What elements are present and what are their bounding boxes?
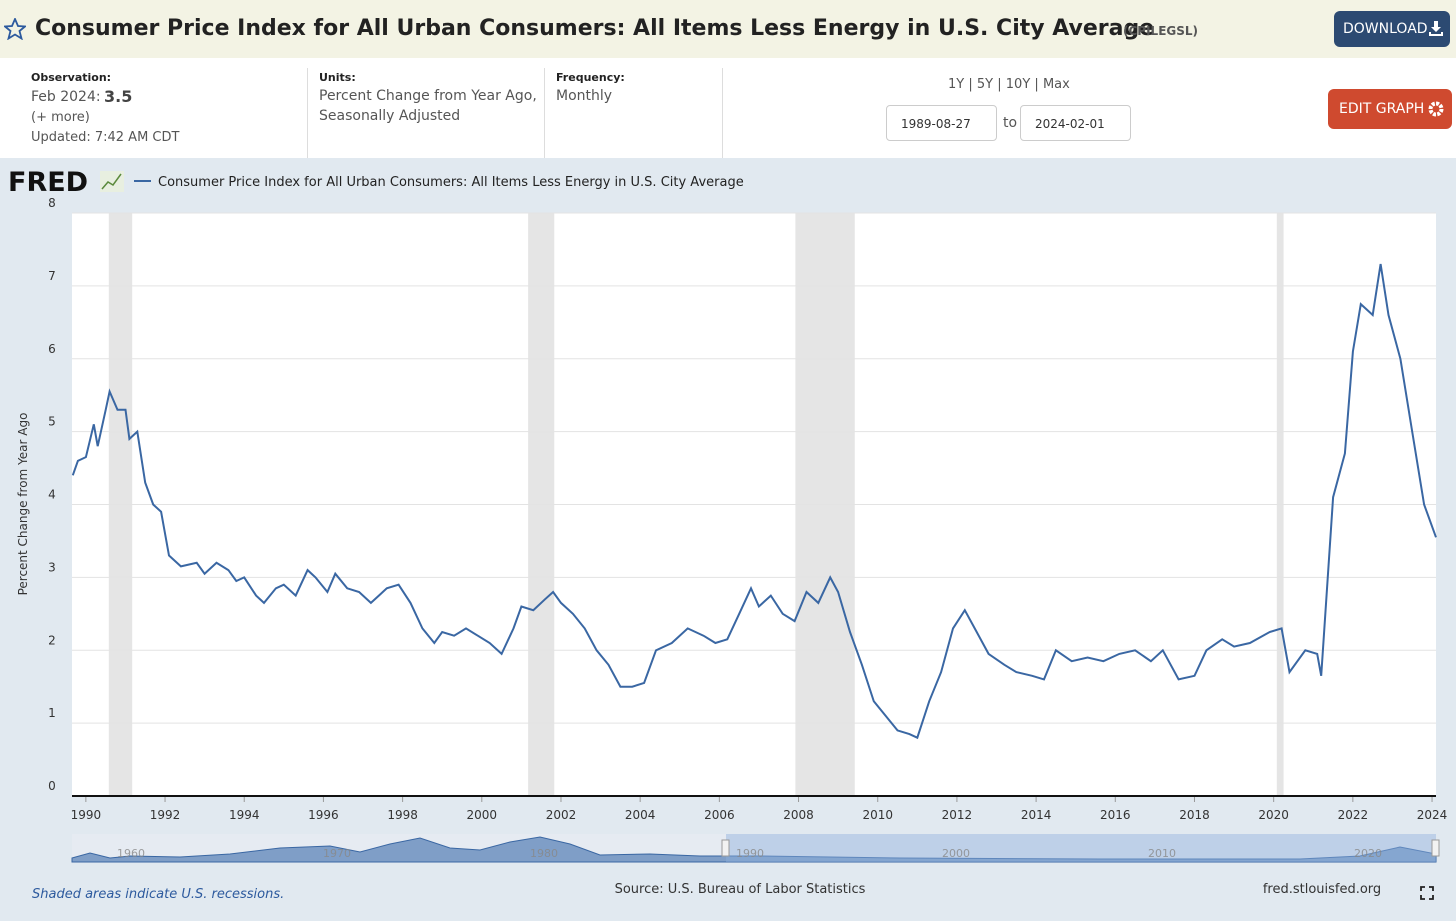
navigator <box>71 834 1440 863</box>
x-tick-label: 2008 <box>783 808 814 822</box>
legend-label: Consumer Price Index for All Urban Consu… <box>158 175 744 190</box>
chart: FRED Consumer Price Index for All Urban … <box>8 167 1447 902</box>
observation-label: Observation: <box>31 71 112 84</box>
gear-icon <box>1428 101 1444 117</box>
x-tick-label: 1994 <box>229 808 260 822</box>
source: Source: U.S. Bureau of Labor Statistics <box>615 882 866 897</box>
x-tick-label: 2010 <box>862 808 893 822</box>
navigator-label: 1970 <box>323 847 351 860</box>
fullscreen-icon[interactable] <box>1420 886 1434 900</box>
units-line: Seasonally Adjusted <box>319 108 461 124</box>
x-tick-label: 1996 <box>308 808 339 822</box>
navigator-label: 2010 <box>1148 847 1176 860</box>
units-label: Units: <box>319 71 356 84</box>
range-button[interactable]: 5Y <box>976 77 994 92</box>
x-tick-label: 1992 <box>150 808 181 822</box>
range-separator: | <box>968 77 973 92</box>
x-tick-label: 2002 <box>546 808 577 822</box>
y-axis-label: Percent Change from Year Ago <box>16 413 30 596</box>
units-line: Percent Change from Year Ago, <box>319 88 537 104</box>
y-tick-label: 7 <box>48 269 56 283</box>
navigator-series <box>71 836 1437 863</box>
edit-graph-button[interactable]: EDIT GRAPH <box>1328 89 1452 129</box>
separator <box>722 68 723 158</box>
fred-logo: FRED <box>8 167 88 198</box>
y-tick-label: 4 <box>48 488 56 502</box>
end-date-input[interactable]: 2024-02-01 <box>1020 105 1131 141</box>
y-tick-label: 6 <box>48 342 56 356</box>
y-tick-label: 0 <box>48 779 56 793</box>
navigator-handle[interactable] <box>1431 839 1440 857</box>
range-separator: | <box>997 77 1002 92</box>
updated: Updated: 7:42 AM CDT <box>31 130 180 145</box>
recession-note: Shaded areas indicate U.S. recessions. <box>32 887 284 902</box>
x-tick-label: 1990 <box>71 808 102 822</box>
navigator-label: 1980 <box>530 847 558 860</box>
frequency: Monthly <box>556 88 613 104</box>
separator <box>307 68 308 158</box>
range-button[interactable]: 1Y <box>948 77 965 92</box>
title: Consumer Price Index for All Urban Consu… <box>35 16 1155 41</box>
x-tick-label: 2020 <box>1258 808 1289 822</box>
series-line <box>71 263 1437 740</box>
y-tick-label: 5 <box>48 415 56 429</box>
navigator-label: 2000 <box>942 847 970 860</box>
to-label: to <box>1003 115 1018 131</box>
navigator-label: 1990 <box>736 847 764 860</box>
y-tick-label: 3 <box>48 560 56 574</box>
plot: 0 1 2 3 4 5 6 7 8 1990 1992 1994 1996 1998 2000 2002 200… <box>48 196 1447 822</box>
more-link[interactable]: (+ more) <box>31 110 90 125</box>
y-tick-label: 2 <box>48 633 56 647</box>
download-icon <box>1429 21 1443 36</box>
observation-date: Feb 2024: <box>31 89 101 105</box>
observation-value: 3.5 <box>104 87 133 106</box>
x-tick-label: 2014 <box>1021 808 1052 822</box>
logo-icon <box>100 171 124 192</box>
range-separator: | <box>1034 77 1039 92</box>
navigator-label: 2020 <box>1354 847 1382 860</box>
x-tick-label: 1998 <box>387 808 418 822</box>
x-tick-label: 2022 <box>1338 808 1369 822</box>
header: Consumer Price Index for All Urban Consu… <box>0 0 1456 58</box>
x-tick-label: 2012 <box>942 808 973 822</box>
navigator-label: 1960 <box>117 847 145 860</box>
site-link[interactable]: fred.stlouisfed.org <box>1263 882 1381 897</box>
navigator-selection[interactable] <box>726 834 1436 862</box>
frequency-label: Frequency: <box>556 71 625 84</box>
range-button[interactable]: 10Y <box>1005 77 1031 92</box>
x-tick-label: 2000 <box>467 808 498 822</box>
x-tick-label: 2004 <box>625 808 656 822</box>
y-tick-label: 8 <box>48 196 56 210</box>
edit-graph-label: EDIT GRAPH <box>1339 101 1425 117</box>
x-tick-label: 2024 <box>1417 808 1448 822</box>
star-icon[interactable] <box>4 18 26 40</box>
x-tick-label: 2018 <box>1179 808 1210 822</box>
range-selector: 1Y | 5Y | 10Y | Max <box>948 77 1070 92</box>
separator <box>544 68 545 158</box>
x-tick-label: 2016 <box>1100 808 1131 822</box>
download-button[interactable]: DOWNLOAD <box>1334 11 1450 47</box>
series-id: (CPILEGSL) <box>1123 24 1199 38</box>
info-bar: Observation: Feb 2024: 3.5 (+ more) Upda… <box>0 58 1456 158</box>
y-tick-label: 1 <box>48 706 56 720</box>
range-button[interactable]: Max <box>1042 77 1070 92</box>
download-label: DOWNLOAD <box>1343 21 1428 37</box>
navigator-handle[interactable] <box>721 839 730 857</box>
x-tick-label: 2006 <box>704 808 735 822</box>
start-date-input[interactable]: 1989-08-27 <box>886 105 997 141</box>
